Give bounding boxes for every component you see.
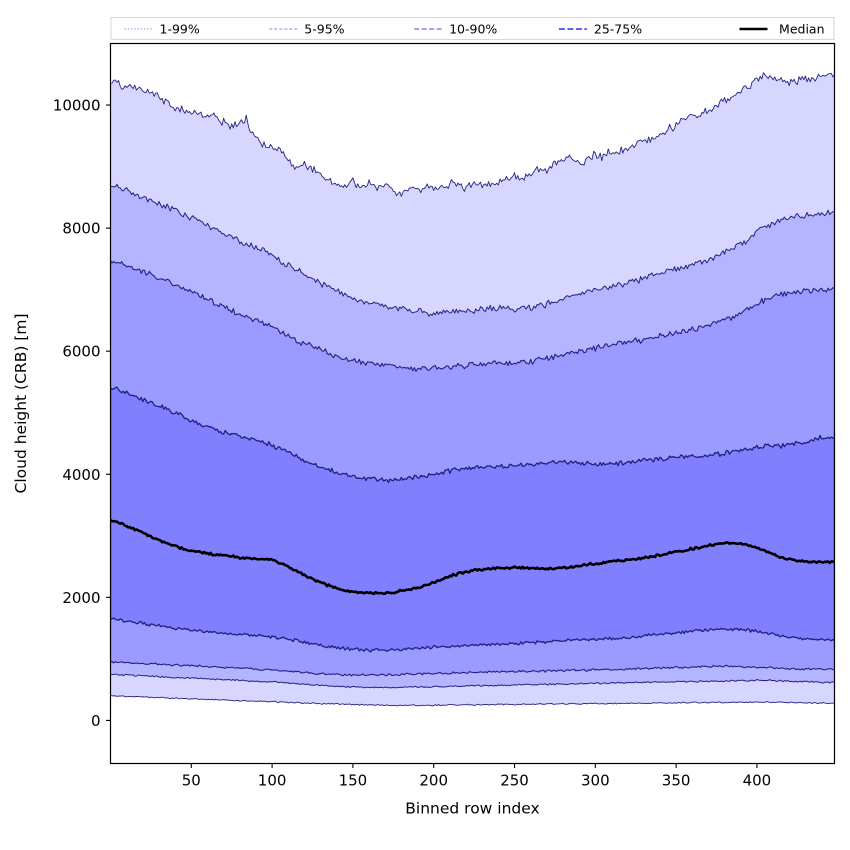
legend-box	[110, 17, 835, 40]
legend-label: 1-99%	[160, 22, 200, 37]
x-tick-label: 200	[419, 772, 448, 790]
y-axis-ticks: 0 2000 4000 6000 8000 10000	[53, 97, 111, 730]
x-tick-label: 300	[581, 772, 610, 790]
legend-item-1-99[interactable]: 1-99%	[124, 22, 200, 37]
y-tick-label: 2000	[62, 589, 100, 607]
band-1-99	[110, 72, 835, 707]
axes-spines	[109, 42, 836, 765]
bands-group	[110, 72, 835, 707]
legend-item-median[interactable]: Median	[739, 22, 825, 37]
axes-frame	[109, 42, 836, 765]
legend-item-10-90[interactable]: 10-90%	[414, 22, 497, 37]
x-tick-label: 400	[743, 772, 772, 790]
legend-label: 5-95%	[304, 22, 344, 37]
y-tick-label: 8000	[62, 220, 100, 238]
x-tick-label: 150	[339, 772, 368, 790]
median-line	[110, 518, 835, 596]
x-tick-label: 50	[182, 772, 201, 790]
legend-label: Median	[779, 22, 824, 37]
x-tick-label: 100	[258, 772, 287, 790]
band-25-75	[110, 386, 835, 653]
x-tick-label: 250	[500, 772, 529, 790]
y-tick-label: 4000	[62, 466, 100, 484]
y-tick-label: 10000	[53, 97, 101, 115]
legend[interactable]: 1-99% 5-95% 10-90% 25-75% Median	[110, 17, 835, 40]
y-tick-label: 0	[91, 712, 101, 730]
x-axis-title: Binned row index	[405, 800, 539, 818]
x-axis-ticks: 50 100 150 200 250 300 350 400	[182, 763, 772, 790]
legend-item-5-95[interactable]: 5-95%	[269, 22, 345, 37]
y-tick-label: 6000	[62, 343, 100, 361]
legend-label: 10-90%	[449, 22, 497, 37]
legend-item-25-75[interactable]: 25-75%	[558, 22, 642, 37]
y-axis-title: Cloud height (CRB) [m]	[12, 314, 30, 494]
median-group	[110, 518, 835, 596]
legend-label: 25-75%	[594, 22, 642, 37]
x-tick-label: 350	[662, 772, 691, 790]
band-5-95	[110, 183, 835, 689]
